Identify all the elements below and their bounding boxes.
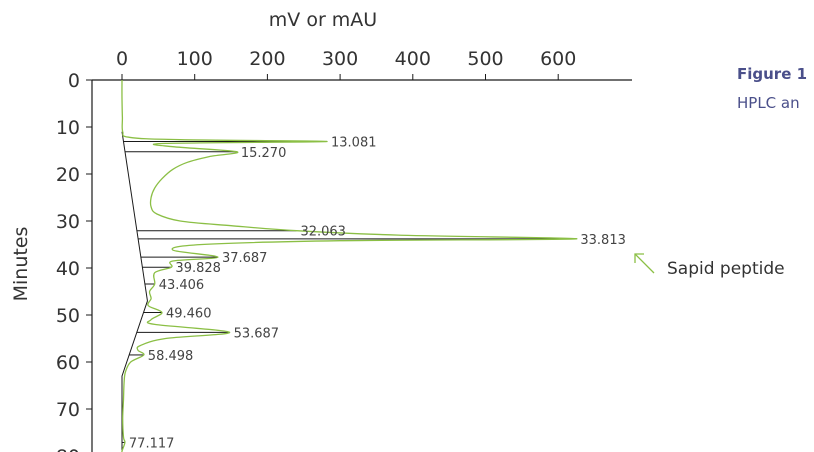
x-axis-title: mV or mAU — [269, 9, 377, 31]
annotation-label: Sapid peptide — [667, 259, 785, 279]
peak-label: 13.081 — [331, 135, 377, 150]
peak-label: 53.687 — [234, 326, 280, 341]
y-tick-label: 30 — [56, 211, 80, 233]
x-tick-label: 300 — [322, 48, 358, 70]
peak-label: 58.498 — [148, 349, 194, 364]
y-axis-title: Minutes — [10, 227, 32, 302]
y-tick-label: 20 — [56, 164, 80, 186]
y-axis-ticks: 0 10 20 30 40 50 60 70 80 — [56, 70, 92, 452]
x-tick-label: 100 — [177, 48, 213, 70]
annotation-arrow-head — [634, 253, 644, 263]
y-tick-label: 10 — [56, 117, 80, 139]
y-tick-label: 70 — [56, 399, 80, 421]
x-axis-ticks: 0 100 200 300 400 500 600 — [116, 48, 576, 80]
peak-label: 43.406 — [159, 278, 205, 293]
y-tick-label: 80 — [56, 446, 80, 452]
x-tick-label: 0 — [116, 48, 128, 70]
peak-label: 33.813 — [580, 233, 626, 248]
annotation-arrow-shaft — [634, 253, 655, 274]
sapid-peptide-annotation: Sapid peptide — [634, 253, 785, 279]
y-tick-label: 0 — [68, 70, 80, 92]
peak-label: 77.117 — [129, 436, 175, 451]
peak-label: 49.460 — [166, 306, 212, 321]
peak-label: 32.063 — [300, 225, 346, 240]
x-tick-label: 600 — [540, 48, 576, 70]
peak-drop-lines — [122, 140, 577, 443]
baseline-group — [121, 131, 148, 452]
figure-caption: HPLC an — [737, 94, 800, 112]
y-tick-label: 50 — [56, 305, 80, 327]
peak-label: 15.270 — [241, 146, 287, 161]
chromatogram-trace — [121, 79, 578, 452]
x-tick-label: 400 — [395, 48, 431, 70]
x-tick-label: 500 — [467, 48, 503, 70]
y-tick-label: 60 — [56, 352, 80, 374]
peak-label: 39.828 — [175, 261, 221, 276]
figure-label: Figure 1 — [737, 65, 807, 83]
x-tick-label: 200 — [249, 48, 285, 70]
peak-label: 37.687 — [222, 251, 267, 266]
y-tick-label: 40 — [56, 258, 80, 280]
integration-baseline — [121, 131, 148, 452]
